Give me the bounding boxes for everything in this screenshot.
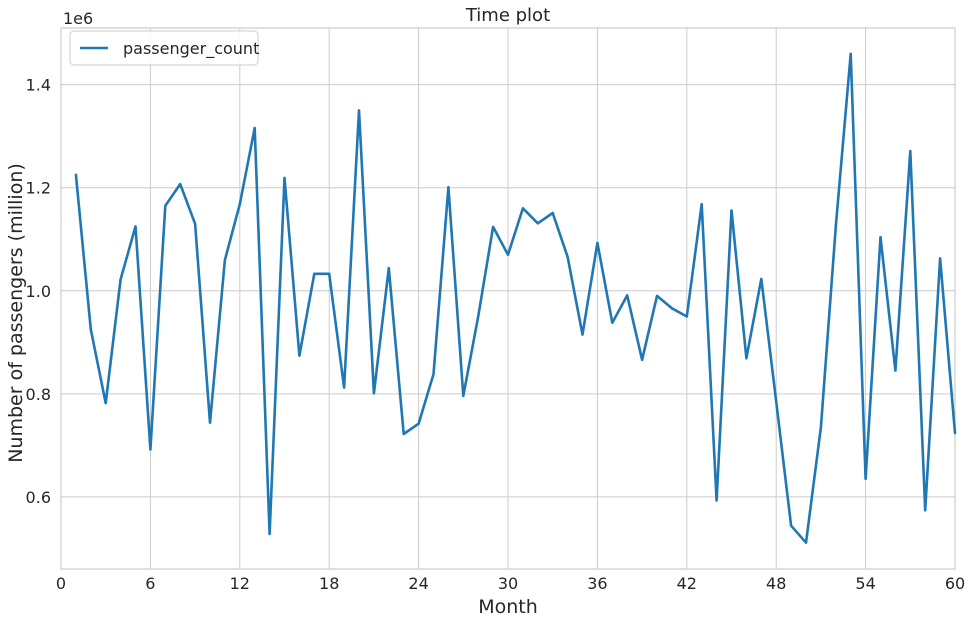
y-tick-label: 0.6 <box>26 488 51 507</box>
x-tick-label: 30 <box>498 574 518 593</box>
x-tick-labels: 0 6 12 18 24 30 36 42 48 54 60 <box>56 574 965 593</box>
y-tick-label: 1.0 <box>26 282 51 301</box>
legend-label-passenger-count: passenger_count <box>123 39 259 59</box>
chart-title: Time plot <box>465 5 550 26</box>
x-tick-label: 6 <box>145 574 155 593</box>
x-tick-label: 48 <box>766 574 786 593</box>
x-tick-label: 60 <box>945 574 965 593</box>
plot-frame <box>60 27 956 570</box>
x-tick-label: 0 <box>56 574 66 593</box>
x-gridlines <box>60 28 956 569</box>
y-tick-label: 0.8 <box>26 385 51 404</box>
series-line-passenger-count <box>74 52 957 545</box>
x-tick-label: 12 <box>230 574 250 593</box>
x-tick-label: 18 <box>319 574 339 593</box>
x-tick-label: 24 <box>408 574 428 593</box>
y-tick-label: 1.4 <box>26 76 51 95</box>
legend-box <box>69 30 259 66</box>
y-gridlines <box>61 84 955 498</box>
legend: passenger_count <box>69 30 259 66</box>
y-tick-label: 1.2 <box>26 179 51 198</box>
y-tick-labels: 0.6 0.8 1.0 1.2 1.4 <box>26 76 51 507</box>
series-layer <box>74 52 957 545</box>
y-axis-label: Number of passengers (million) <box>5 163 27 463</box>
x-tick-label: 42 <box>677 574 697 593</box>
x-axis-label: Month <box>478 596 538 618</box>
x-tick-label: 36 <box>587 574 607 593</box>
x-tick-label: 54 <box>855 574 875 593</box>
y-axis-offset-label: 1e6 <box>63 9 93 28</box>
